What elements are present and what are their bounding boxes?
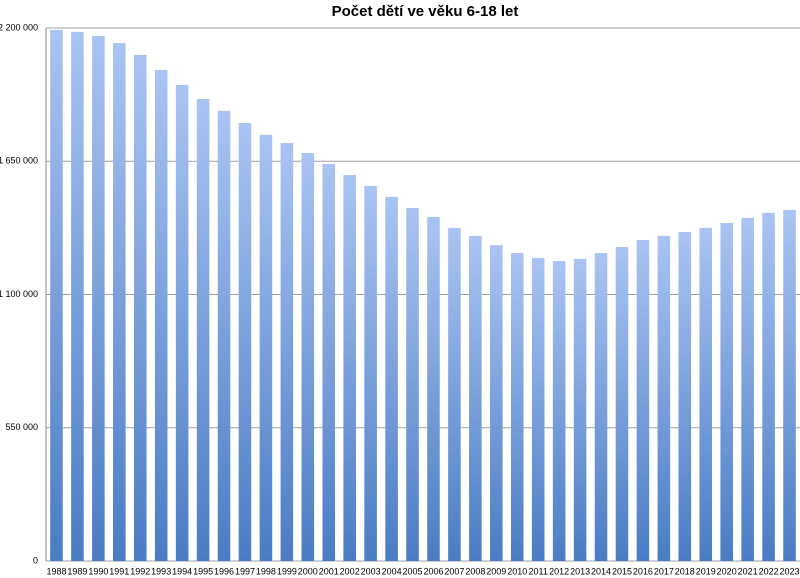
bar bbox=[71, 31, 84, 562]
x-tick-label: 1993 bbox=[151, 566, 171, 576]
x-tick-label: 1995 bbox=[193, 566, 213, 576]
x-tick-label: 2012 bbox=[549, 566, 569, 576]
bar bbox=[552, 261, 566, 561]
x-tick-label: 2009 bbox=[486, 566, 506, 576]
bar bbox=[196, 98, 210, 562]
bar bbox=[406, 208, 419, 561]
x-tick-label: 2022 bbox=[759, 566, 779, 576]
bar bbox=[280, 143, 294, 562]
bar bbox=[50, 29, 63, 562]
bar bbox=[259, 134, 273, 561]
x-tick-label: 2018 bbox=[675, 566, 695, 576]
bar bbox=[343, 175, 356, 561]
bar bbox=[783, 209, 796, 561]
x-tick-label: 1999 bbox=[277, 566, 297, 576]
x-tick-label: 2002 bbox=[340, 566, 360, 576]
x-tick-label: 2004 bbox=[382, 566, 402, 576]
bar bbox=[154, 69, 168, 562]
x-tick-label: 2017 bbox=[654, 566, 674, 576]
y-tick-label: 1 100 000 bbox=[0, 289, 38, 299]
bar bbox=[113, 43, 126, 561]
y-tick-label: 2 200 000 bbox=[0, 22, 38, 32]
x-tick-label: 2015 bbox=[612, 566, 632, 576]
bar bbox=[510, 253, 524, 562]
x-tick-label: 2010 bbox=[507, 566, 527, 576]
x-tick-label: 1998 bbox=[256, 566, 276, 576]
x-tick-label: 1994 bbox=[172, 566, 192, 576]
x-tick-label: 1988 bbox=[46, 566, 66, 576]
bar bbox=[92, 35, 105, 562]
bar bbox=[573, 258, 587, 561]
bar bbox=[678, 231, 692, 561]
bar bbox=[238, 122, 252, 561]
bar bbox=[448, 227, 461, 561]
bar bbox=[133, 54, 147, 561]
x-tick-label: 2020 bbox=[717, 566, 737, 576]
y-tick-label: 550 000 bbox=[5, 422, 38, 432]
x-tick-label: 1997 bbox=[235, 566, 255, 576]
x-tick-label: 2011 bbox=[529, 566, 548, 576]
bar bbox=[301, 153, 315, 561]
x-tick-label: 2021 bbox=[738, 566, 758, 576]
bar bbox=[741, 217, 754, 561]
bar bbox=[720, 223, 733, 561]
x-tick-label: 2007 bbox=[444, 566, 464, 576]
x-tick-label: 1992 bbox=[130, 566, 150, 576]
bar bbox=[657, 235, 671, 561]
bar bbox=[594, 253, 608, 562]
x-tick-label: 2019 bbox=[696, 566, 716, 576]
bar bbox=[762, 212, 775, 561]
x-tick-label: 1991 bbox=[109, 566, 129, 576]
bar bbox=[217, 110, 231, 561]
y-tick-label: 0 bbox=[33, 555, 38, 565]
x-tick-label: 2003 bbox=[361, 566, 381, 576]
x-tick-label: 2000 bbox=[298, 566, 318, 576]
bar bbox=[490, 245, 503, 562]
bar bbox=[385, 196, 398, 562]
x-tick-label: 2001 bbox=[319, 566, 339, 576]
y-tick-label: 1 650 000 bbox=[0, 156, 38, 166]
bar bbox=[531, 257, 545, 561]
bar bbox=[699, 227, 713, 561]
x-tick-label: 2016 bbox=[633, 566, 653, 576]
x-tick-label: 1996 bbox=[214, 566, 234, 576]
x-tick-label: 2005 bbox=[403, 566, 423, 576]
bar bbox=[175, 84, 189, 562]
x-tick-label: 1990 bbox=[88, 566, 108, 576]
bar bbox=[615, 247, 629, 562]
bar bbox=[427, 216, 440, 562]
bar bbox=[322, 163, 336, 562]
x-tick-label: 2023 bbox=[780, 566, 800, 576]
bar bbox=[636, 239, 650, 561]
chart-title: Počet dětí ve věku 6-18 let bbox=[332, 3, 519, 20]
x-tick-label: 2006 bbox=[423, 566, 443, 576]
x-tick-label: 2013 bbox=[570, 566, 590, 576]
x-tick-label: 2008 bbox=[465, 566, 485, 576]
x-tick-label: 1989 bbox=[67, 566, 87, 576]
bar bbox=[364, 185, 377, 561]
x-tick-label: 2014 bbox=[591, 566, 611, 576]
bar bbox=[469, 235, 482, 561]
